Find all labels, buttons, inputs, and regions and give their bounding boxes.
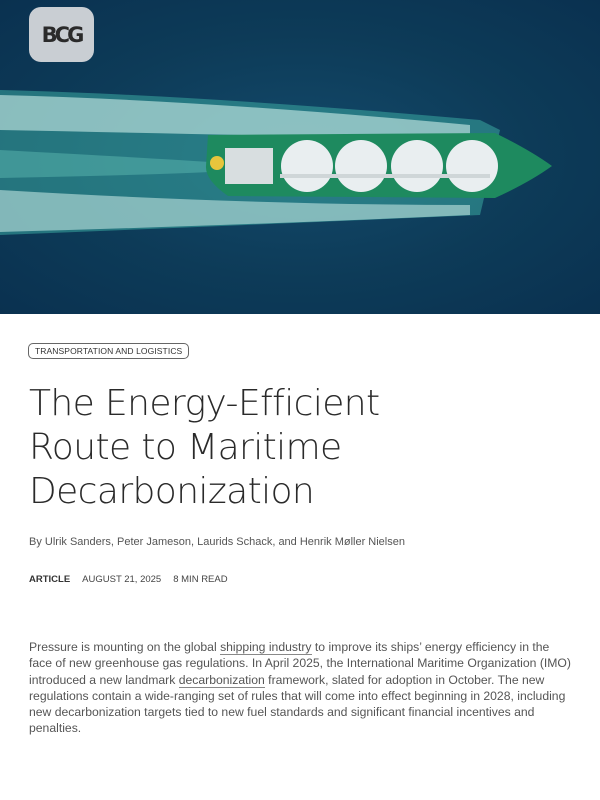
intro-text: to improve its ships’ energy efficiency …	[29, 640, 571, 687]
logo-text: BCG	[41, 22, 85, 47]
page-title: The Energy-Efficient Route to Maritime D…	[29, 382, 549, 514]
article-type: ARTICLE	[29, 574, 71, 585]
byline: By Ulrik Sanders, Peter Jameson, Laurids…	[29, 536, 405, 548]
shipping-industry-link[interactable]: shipping industry	[220, 640, 312, 655]
publish-date: AUGUST 21, 2025	[82, 574, 162, 585]
intro-paragraph: Pressure is mounting on the global shipp…	[29, 639, 574, 737]
title-line: Decarbonization	[29, 471, 315, 512]
intro-text: framework, slated for adoption in Octobe…	[29, 672, 566, 736]
read-time: 8 MIN READ	[173, 574, 228, 585]
title-line: The Energy-Efficient	[29, 383, 380, 424]
title-line: Route to Maritime	[29, 427, 342, 468]
hero-image: BCG	[0, 0, 600, 314]
article-meta: ARTICLE AUGUST 21, 2025 8 MIN READ	[29, 574, 228, 585]
intro-text: Pressure is mounting on the global	[29, 640, 221, 654]
ship-illustration	[0, 90, 553, 235]
bcg-logo[interactable]: BCG	[29, 7, 94, 62]
decarbonization-link[interactable]: decarbonization	[178, 672, 265, 688]
category-tag[interactable]: TRANSPORTATION AND LOGISTICS	[28, 343, 190, 359]
